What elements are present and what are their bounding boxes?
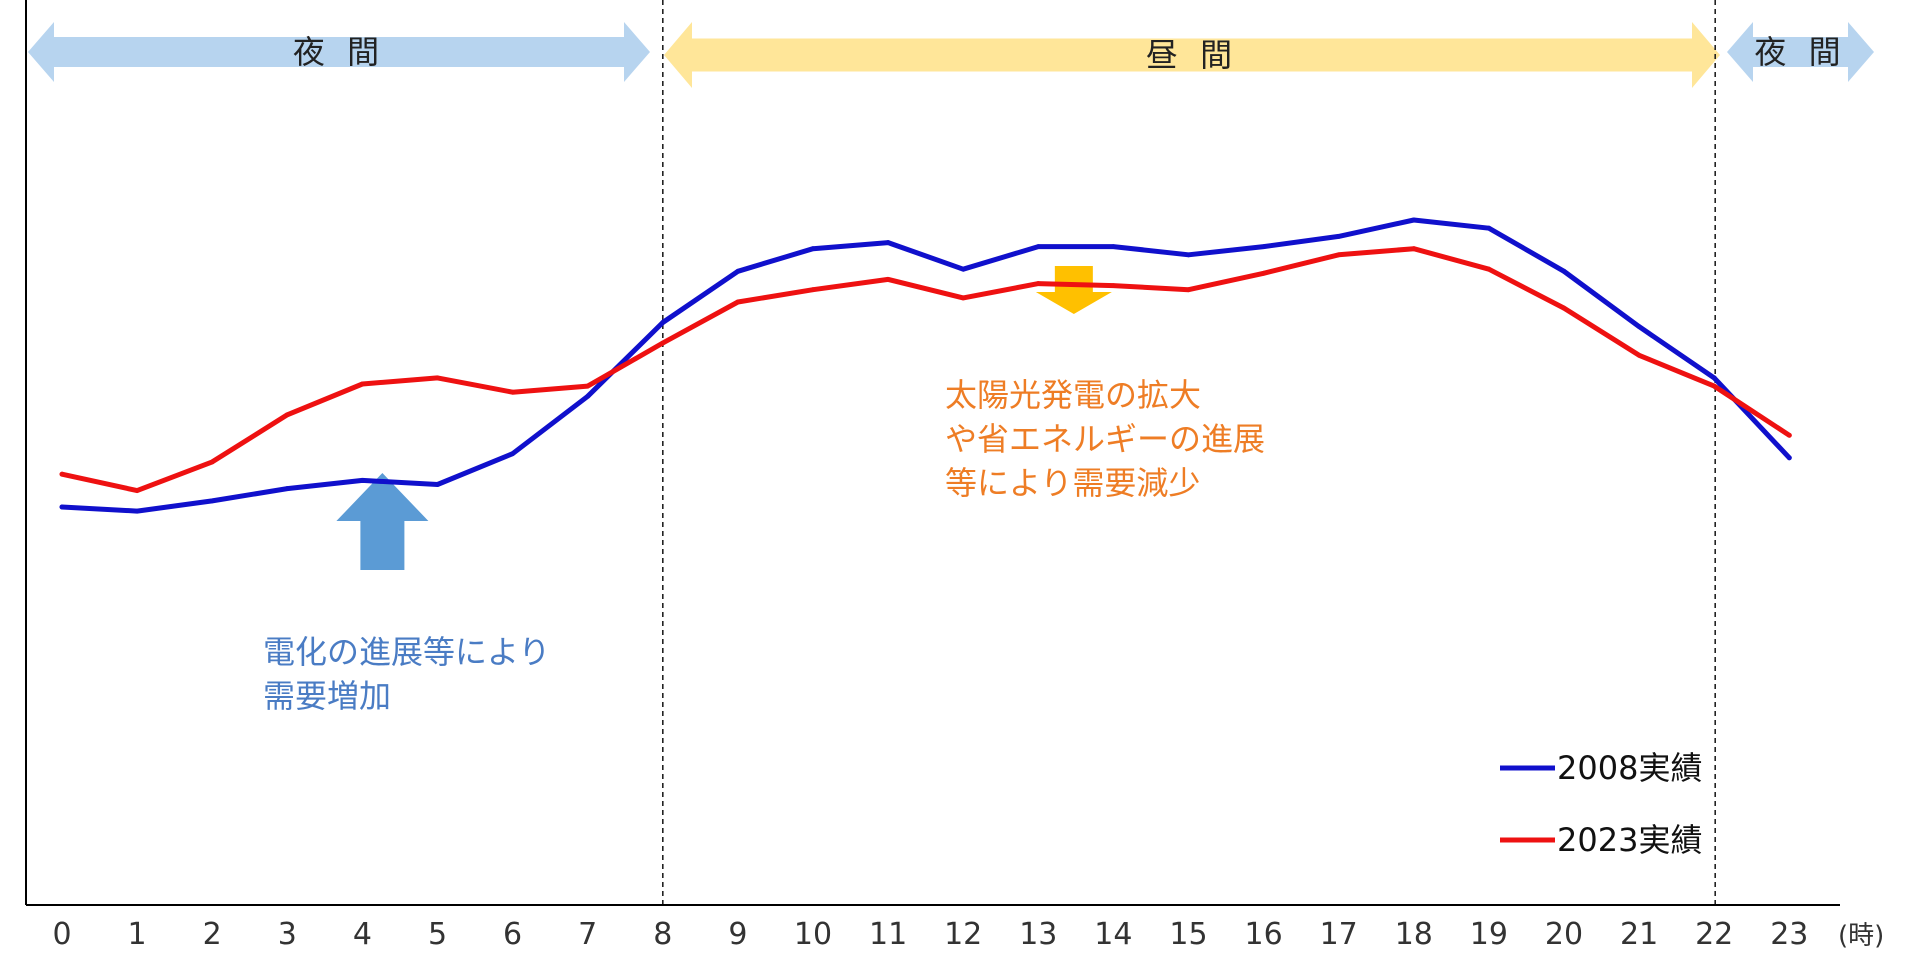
band-arrow-1: [664, 22, 1720, 88]
data-point-2008実績-2: [209, 498, 215, 504]
data-point-2023実績-22: [1711, 383, 1717, 389]
x-tick-label-19: 19: [1470, 917, 1508, 952]
data-point-2008実績-21: [1636, 324, 1642, 329]
data-point-2008実績-3: [284, 486, 290, 491]
data-point-2008実績-14: [1111, 244, 1116, 250]
data-point-2008実績-1: [134, 508, 140, 514]
x-tick-label-13: 13: [1019, 917, 1057, 952]
data-point-2008実績-7: [585, 393, 591, 399]
legend: 2008実績 2023実績: [1500, 749, 1702, 859]
data-point-2008実績-10: [810, 246, 816, 252]
x-tick-label-0: 0: [52, 917, 71, 952]
data-point-2023実績-18: [1411, 246, 1417, 252]
x-tick-label-23: 23: [1770, 917, 1808, 952]
data-point-2008実績-17: [1336, 234, 1342, 239]
divider-group: [661, 0, 1716, 905]
x-tick-label-6: 6: [503, 917, 522, 952]
data-point-2023実績-19: [1486, 266, 1492, 272]
data-point-2008実績-20: [1561, 268, 1567, 274]
series-line-2008実績: [59, 217, 1792, 514]
data-point-2023実績-2: [209, 459, 215, 465]
x-tick-label-1: 1: [128, 917, 147, 952]
series-line-2023実績: [59, 246, 1792, 494]
data-point-2023実績-13: [1035, 281, 1041, 286]
data-point-2008実績-4: [360, 477, 365, 483]
data-point-2023実績-20: [1561, 305, 1567, 311]
x-tick-label-10: 10: [794, 917, 832, 952]
x-tick-label-15: 15: [1169, 917, 1207, 952]
demand-decrease-note-line-0: 太陽光発電の拡大: [945, 376, 1201, 414]
data-point-2008実績-11: [885, 240, 891, 245]
x-tick-label-3: 3: [278, 917, 297, 952]
data-point-2008実績-23: [1786, 455, 1792, 461]
x-tick-label-18: 18: [1395, 917, 1433, 952]
demand-increase-note-line-1: 需要増加: [263, 677, 391, 715]
data-point-2023実績-10: [810, 287, 816, 293]
x-unit-label: (時): [1838, 921, 1884, 951]
data-point-2023実績-21: [1636, 352, 1642, 358]
data-point-2023実績-8: [660, 340, 666, 346]
data-point-2008実績-15: [1186, 252, 1191, 258]
x-tick-label-12: 12: [944, 917, 982, 952]
x-tick-label-22: 22: [1695, 917, 1733, 952]
series-group: [59, 217, 1792, 514]
demand-decrease-note-line-2: 等により需要減少: [945, 464, 1200, 502]
x-tick-label-4: 4: [353, 917, 372, 952]
time-band-group: 夜 間昼 間夜 間: [28, 22, 1874, 88]
x-tick-label-16: 16: [1245, 917, 1283, 952]
data-point-2023実績-4: [360, 381, 365, 387]
data-point-2023実績-5: [435, 375, 440, 381]
data-point-2008実績-5: [435, 482, 440, 487]
data-point-2023実績-14: [1111, 283, 1116, 288]
band-label-2: 夜 間: [1754, 33, 1846, 71]
data-point-2023実績-7: [585, 383, 591, 389]
x-tick-label-8: 8: [653, 917, 672, 952]
data-point-2023実績-15: [1186, 287, 1191, 293]
data-point-2008実績-12: [960, 266, 966, 272]
x-tick-label-20: 20: [1545, 917, 1583, 952]
legend-label-0: 2008実績: [1557, 749, 1702, 787]
demand-increase-arrow-icon: [336, 473, 429, 570]
x-tick-label-21: 21: [1620, 917, 1658, 952]
data-point-2023実績-6: [510, 389, 515, 395]
x-tick-label-5: 5: [428, 917, 447, 952]
data-point-2023実績-1: [134, 488, 140, 493]
data-point-2023実績-23: [1786, 432, 1792, 438]
data-point-2023実績-17: [1336, 252, 1342, 258]
demand-decrease-note-line-1: や省エネルギーの進展: [945, 420, 1265, 458]
x-tick-group: 0 1 2 3 4 5 6 7 8 9 10 11 12 13 14 15 16 17 18 19 20 21 22 23: [52, 917, 1808, 952]
data-point-2008実績-13: [1035, 244, 1041, 250]
band-label-0: 夜 間: [293, 33, 385, 71]
band-arrow-0: [28, 22, 650, 82]
data-point-2023実績-0: [59, 471, 65, 477]
x-tick-label-14: 14: [1094, 917, 1132, 952]
x-tick-label-7: 7: [578, 917, 597, 952]
data-point-2008実績-16: [1261, 244, 1266, 250]
x-tick-label-9: 9: [728, 917, 747, 952]
axes-group: [25, 0, 1840, 906]
x-tick-label-17: 17: [1320, 917, 1358, 952]
data-point-2008実績-0: [59, 504, 65, 510]
legend-label-1: 2023実績: [1557, 821, 1702, 859]
data-point-2008実績-22: [1711, 375, 1717, 381]
data-point-2023実績-12: [960, 295, 966, 301]
x-tick-label-11: 11: [869, 917, 907, 952]
data-point-2008実績-19: [1486, 225, 1492, 231]
band-arrow-2: [1727, 22, 1874, 82]
data-point-2023実績-9: [735, 299, 741, 305]
demand-increase-note-line-0: 電化の進展等により: [263, 633, 550, 671]
data-point-2008実績-9: [735, 268, 741, 274]
data-point-2023実績-16: [1261, 270, 1266, 276]
data-point-2008実績-6: [510, 451, 515, 457]
data-point-2023実績-11: [885, 277, 891, 282]
x-tick-label-2: 2: [203, 917, 222, 952]
data-point-2023実績-3: [284, 412, 290, 418]
data-point-2008実績-18: [1411, 217, 1417, 223]
band-label-1: 昼 間: [1146, 36, 1238, 74]
data-point-2008実績-8: [660, 320, 666, 325]
demand-decrease-arrow-icon: [1035, 266, 1112, 314]
